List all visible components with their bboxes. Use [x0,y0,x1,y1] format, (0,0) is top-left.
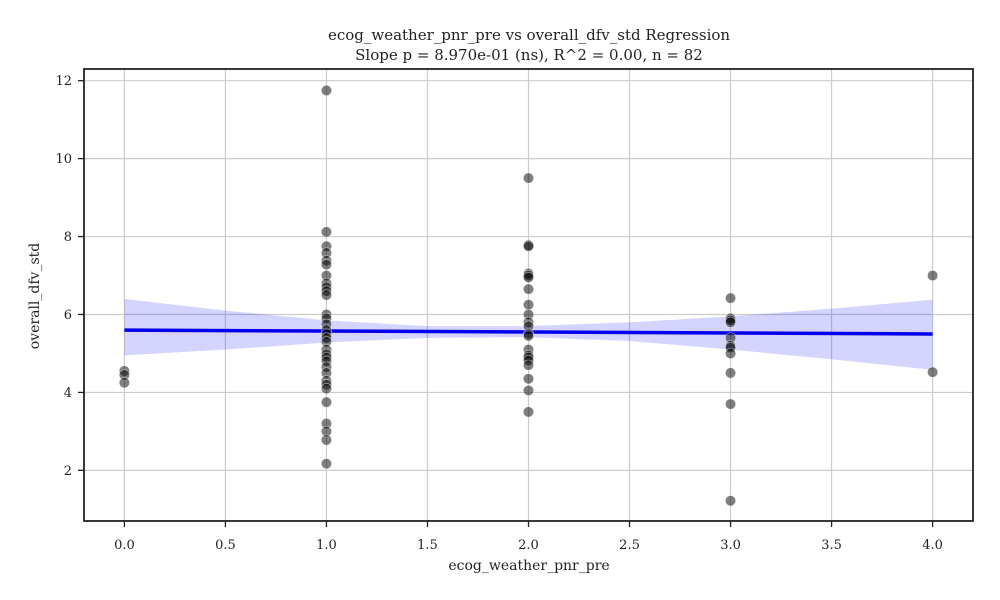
data-point-2 [118,377,130,389]
y-axis-ticks: 2 4 6 8 10 12 [55,74,84,479]
data-point-41 [522,283,534,295]
data-point-65 [725,398,737,410]
x-tick-label: 0.0 [114,538,135,553]
data-point-33 [320,434,332,446]
data-point-56 [725,292,737,304]
y-tick-label: 12 [55,74,72,89]
data-point-40 [522,271,534,283]
data-point-30 [320,396,332,408]
x-tick-label: 1.0 [316,538,337,553]
data-point-37 [522,240,534,252]
data-point-29 [320,383,332,395]
data-point-34 [320,458,332,470]
data-point-53 [522,373,534,385]
data-point-35 [522,172,534,184]
x-axis-label: ecog_weather_pnr_pre [448,558,609,574]
data-point-59 [725,316,737,328]
x-tick-label: 1.5 [417,538,438,553]
data-point-52 [522,359,534,371]
x-tick-label: 0.5 [215,538,236,553]
data-point-55 [522,406,534,418]
x-axis-ticks: 0.0 0.5 1.0 1.5 2.0 2.5 3.0 3.5 4.0 [114,521,943,553]
x-tick-label: 3.0 [720,538,741,553]
x-tick-label: 4.0 [922,538,943,553]
x-tick-label: 3.5 [821,538,842,553]
data-point-13 [320,289,332,301]
x-tick-label: 2.0 [518,538,539,553]
chart-title: ecog_weather_pnr_pre vs overall_dfv_std … [328,26,730,44]
data-point-47 [522,330,534,342]
x-tick-label: 2.5 [619,538,640,553]
data-point-3 [320,84,332,96]
data-point-54 [522,384,534,396]
data-point-63 [725,347,737,359]
grid [84,69,973,521]
data-point-68 [927,366,939,378]
y-tick-label: 2 [64,464,72,479]
chart-subtitle: Slope p = 8.970e-01 (ns), R^2 = 0.00, n … [355,46,703,64]
data-point-67 [927,270,939,282]
data-points [118,84,939,507]
y-tick-label: 4 [64,386,72,401]
data-point-66 [725,495,737,507]
y-tick-label: 8 [64,230,72,245]
y-tick-label: 10 [55,152,72,167]
data-point-42 [522,299,534,311]
data-point-64 [725,367,737,379]
data-point-4 [320,226,332,238]
y-tick-label: 6 [64,308,72,323]
y-axis-label: overall_dfv_std [27,243,43,349]
data-point-8 [320,259,332,271]
